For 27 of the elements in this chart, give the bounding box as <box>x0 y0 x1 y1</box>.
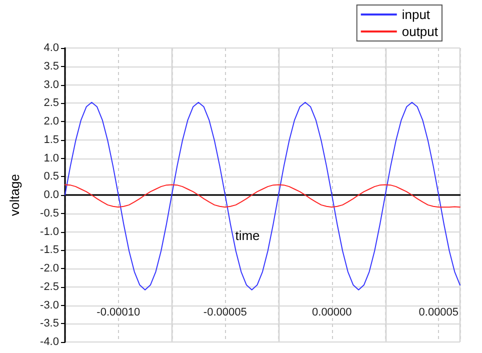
y-tick-label: 0.0 <box>44 189 59 201</box>
x-axis-title: time <box>235 228 260 243</box>
x-tick-label: 0.00000 <box>312 306 352 318</box>
y-tick-label: -3.0 <box>40 299 59 312</box>
y-tick-label: -4.0 <box>40 336 59 348</box>
x-tick-label: 0.00005 <box>418 306 459 318</box>
y-tick-label: 0.5 <box>44 170 59 183</box>
x-tick-label: -0.00005 <box>203 306 247 318</box>
y-axis-title: voltage <box>7 174 22 216</box>
legend-label: input <box>402 7 430 22</box>
line-series <box>64 102 460 290</box>
y-tick-label: -2.5 <box>40 280 59 293</box>
y-tick-label: 1.5 <box>44 134 59 146</box>
y-tick-label: 4.0 <box>44 42 59 54</box>
y-tick-label: -1.0 <box>40 226 59 238</box>
y-tick-label: 1.0 <box>44 152 59 164</box>
y-tick-label: 2.0 <box>44 116 59 128</box>
line-series <box>64 184 460 208</box>
x-tick-label: -0.00010 <box>96 306 140 318</box>
y-tick-label: -1.5 <box>40 244 59 256</box>
legend-label: output <box>402 24 438 39</box>
y-tick-label: -2.0 <box>40 262 59 274</box>
y-tick-label: -3.5 <box>40 318 59 330</box>
y-tick-label: -0.5 <box>40 207 59 220</box>
y-tick-label: 2.5 <box>44 97 59 110</box>
y-tick-label: 3.0 <box>44 78 59 91</box>
y-tick-label: 3.5 <box>44 60 59 72</box>
